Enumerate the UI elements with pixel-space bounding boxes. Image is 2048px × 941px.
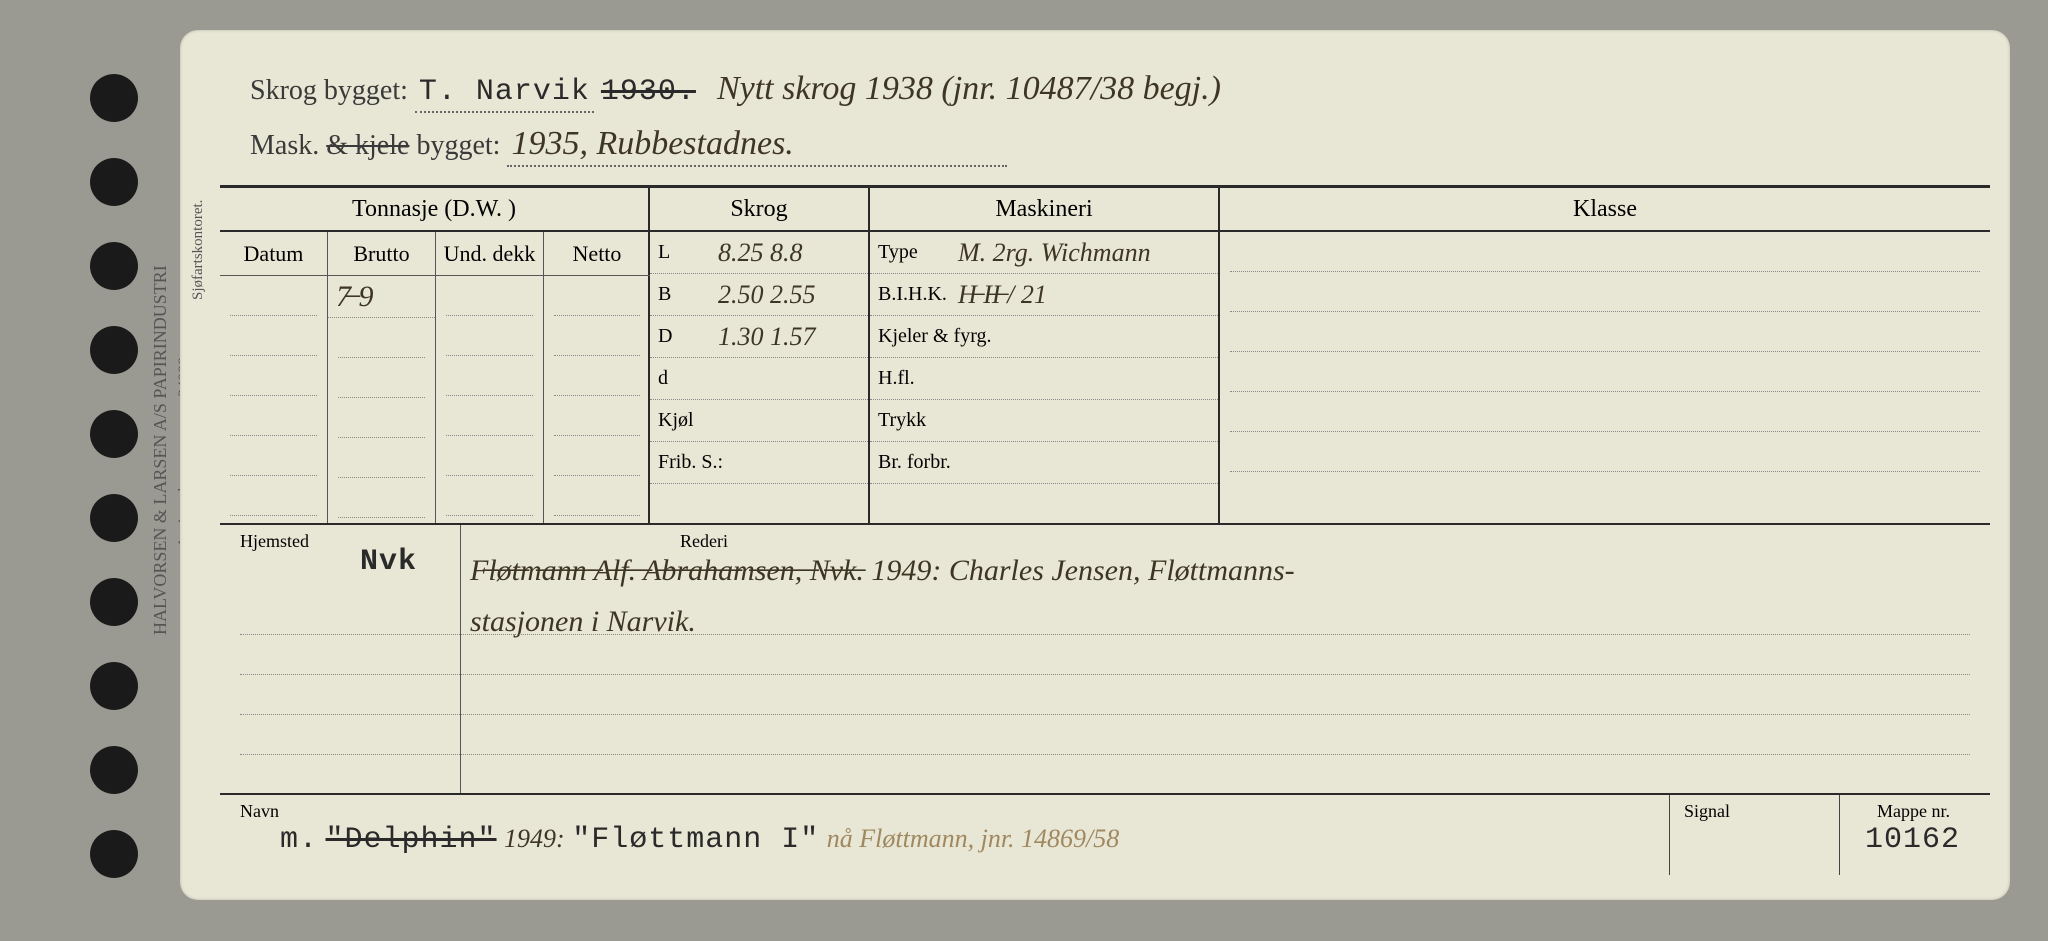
skrog-d-label: d: [658, 367, 718, 390]
punch-hole: [90, 746, 138, 794]
punch-hole: [90, 242, 138, 290]
punch-hole: [90, 830, 138, 878]
navn-section: Navn m. "Delphin" 1949: "Fløttmann I" nå…: [220, 795, 1990, 875]
skrog-kjol-label: Kjøl: [658, 409, 718, 432]
hjemsted-value: Nvk: [360, 545, 417, 579]
mask-label-pre: Mask.: [250, 130, 319, 161]
navn-value: m. "Delphin" 1949: "Fløttmann I" nå Fløt…: [280, 821, 1119, 857]
skrog-D-value: 1.30 1.57: [718, 322, 816, 352]
skrog-bygget-year-struck: 1930.: [601, 75, 696, 109]
maskineri-header: Maskineri: [870, 188, 1218, 232]
navn-name2: "Fløttmann I": [572, 823, 819, 857]
spec-grid: Tonnasje (D.W. ) Datum Brutto 7̶ 9 Und. …: [220, 185, 1990, 525]
skrog-frib-label: Frib. S.:: [658, 451, 738, 474]
mask-type-value: M. 2rg. Wichmann: [958, 238, 1151, 268]
col-klasse: Klasse: [1220, 188, 1990, 523]
skrog-L-value: 8.25 8.8: [718, 238, 803, 268]
skrog-D-label: D: [658, 325, 718, 348]
navn-prefix: m.: [280, 823, 318, 857]
mask-label-post: bygget:: [416, 130, 500, 161]
mask-trykk-label: Trykk: [878, 409, 958, 432]
punch-hole: [90, 662, 138, 710]
mappe-value: 10162: [1865, 823, 1960, 857]
mask-br-label: Br. forbr.: [878, 451, 978, 474]
skrog-bygget-label: Skrog bygget:: [250, 75, 408, 106]
navn-label: Navn: [240, 801, 279, 822]
skrog-bygget-handwritten: Nytt skrog 1938 (jnr. 10487/38 begj.): [717, 70, 1221, 107]
navn-year-hw: 1949:: [504, 824, 565, 853]
mappe-divider: [1839, 795, 1840, 875]
punch-hole: [90, 410, 138, 458]
mask-bihk-label: B.I.H.K.: [878, 283, 958, 306]
skrog-B-label: B: [658, 283, 718, 306]
col-skrog: Skrog L8.25 8.8 B2.50 2.55 D1.30 1.57 d …: [650, 188, 870, 523]
rederi-line1: F̶l̶ø̶t̶m̶a̶n̶n̶ ̶A̶l̶f̶.̶ ̶A̶b̶r̶a̶h̶a̶…: [470, 554, 1295, 587]
mask-bihk-value: H̶ I̶I̶ / 21: [958, 280, 1047, 310]
datum-header: Datum: [220, 232, 327, 276]
col-tonnasje: Tonnasje (D.W. ) Datum Brutto 7̶ 9 Und. …: [220, 188, 650, 523]
hjemsted-label: Hjemsted: [240, 531, 309, 552]
punch-hole: [90, 74, 138, 122]
mask-bygget-line: Mask. & kjele bygget: 1935, Rubbestadnes…: [250, 125, 1960, 175]
col-maskineri: Maskineri TypeM. 2rg. Wichmann B.I.H.K.H…: [870, 188, 1220, 523]
index-card: Sjøfartskontoret. Skrog bygget: T. Narvi…: [180, 30, 2010, 900]
hjemsted-rederi-section: Hjemsted Nvk Rederi F̶l̶ø̶t̶m̶a̶n̶n̶ ̶A̶…: [220, 525, 1990, 795]
navn-name1-struck: "Delphin": [326, 823, 497, 857]
punch-hole: [90, 494, 138, 542]
punch-hole-column: [60, 30, 150, 900]
punch-hole: [90, 326, 138, 374]
mask-label-struck: & kjele: [326, 130, 409, 161]
skrog-B-value: 2.50 2.55: [718, 280, 816, 310]
brutto-value: 7̶ 9: [336, 280, 374, 314]
mask-bygget-handwritten: 1935, Rubbestadnes.: [507, 125, 1007, 167]
signal-divider: [1669, 795, 1670, 875]
und-dekk-header: Und. dekk: [436, 232, 543, 276]
mask-kjeler-label: Kjeler & fyrg.: [878, 325, 998, 348]
mappe-label: Mappe nr.: [1877, 801, 1950, 822]
hjemsted-divider: [460, 525, 461, 793]
side-print-office: Sjøfartskontoret.: [190, 100, 212, 400]
navn-trailing-hw: nå Fløttmann, jnr. 14869/58: [827, 824, 1120, 853]
card-content: Skrog bygget: T. Narvik 1930. Nytt skrog…: [220, 30, 1990, 900]
klasse-header: Klasse: [1220, 188, 1990, 232]
skrog-bygget-typed: T. Narvik: [415, 75, 594, 113]
skrog-header: Skrog: [650, 188, 868, 232]
brutto-header: Brutto: [328, 232, 435, 276]
mask-hfl-label: H.fl.: [878, 367, 958, 390]
rederi-dotted-rows: [230, 595, 1980, 755]
tonnasje-header: Tonnasje (D.W. ): [220, 188, 648, 232]
skrog-L-label: L: [658, 241, 718, 264]
netto-header: Netto: [544, 232, 650, 276]
mask-type-label: Type: [878, 241, 958, 264]
punch-hole: [90, 578, 138, 626]
signal-label: Signal: [1684, 801, 1730, 822]
skrog-bygget-line: Skrog bygget: T. Narvik 1930. Nytt skrog…: [250, 70, 1960, 120]
punch-hole: [90, 158, 138, 206]
